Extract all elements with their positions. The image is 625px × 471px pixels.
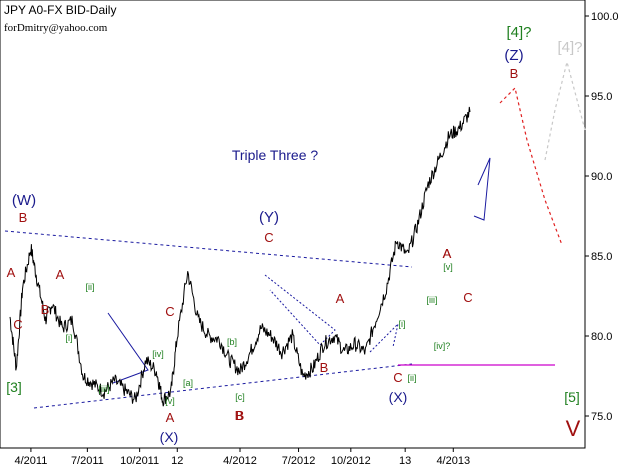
wave-letter-label: A <box>443 246 452 261</box>
wave-letter-label: C <box>463 290 472 305</box>
x-tick-label: 4/2012 <box>223 455 257 466</box>
x-tick-label: 10/2011 <box>120 455 159 466</box>
x-tick-label: 4/2013 <box>436 455 470 466</box>
wave-letter-label: B <box>235 408 244 423</box>
forecast-red-path <box>499 86 563 246</box>
annotation-triple-three: Triple Three ? <box>232 147 319 163</box>
subwave-label: [ii] <box>408 373 417 383</box>
y-tick-label: 90.0 <box>591 171 612 183</box>
wave-label-4: [4]? <box>506 24 531 41</box>
wave-letter-label: B <box>19 210 28 225</box>
wave-letter-label: A <box>56 267 65 282</box>
upper-trendline <box>4 230 413 268</box>
wave-letter-label: A <box>166 410 175 425</box>
forecast-gray-path <box>544 61 586 161</box>
x-tick-label: 13 <box>399 455 411 466</box>
wave-letter-label: A <box>336 291 345 306</box>
wave-label-x: (X) <box>389 389 408 405</box>
wave-label-v: V <box>566 416 581 441</box>
wave-label-4-alt: [4]? <box>557 39 582 56</box>
subwave-label: [iii] <box>427 295 438 305</box>
wave-label-x: (X) <box>160 429 179 445</box>
plot-border <box>0 0 586 449</box>
y-tick-label: 85.0 <box>591 251 612 263</box>
wave-letter-label: B <box>510 66 519 81</box>
subwave-label: [v] <box>165 396 175 406</box>
y-tick-label: 80.0 <box>591 331 612 343</box>
price-series-line <box>9 106 471 407</box>
y-tick-label: 75.0 <box>591 411 612 423</box>
subwave-label: [iv]? <box>434 341 451 351</box>
wave-label-w: (W) <box>12 192 36 209</box>
x-tick-label: 7/2012 <box>282 455 316 466</box>
triangle-overlay <box>369 322 399 353</box>
wave-letter-label: B <box>236 408 245 423</box>
x-tick-label: 12 <box>171 455 183 466</box>
wave-label-y: (Y) <box>259 209 279 226</box>
triangle-overlay <box>107 312 149 384</box>
wave-label-3: [3] <box>6 379 22 395</box>
subwave-label: [i] <box>65 333 72 343</box>
wave-label-z: (Z) <box>504 47 523 64</box>
subwave-label: [i] <box>398 319 405 329</box>
wave-letter-label: A <box>7 265 16 280</box>
wave-letter-label: B <box>41 302 50 317</box>
chart-title: JPY A0-FX BID-Daily <box>4 3 117 17</box>
channel-overlay <box>264 274 336 346</box>
subwave-label: [v] <box>443 262 453 272</box>
wave-letter-label: A <box>443 246 452 261</box>
subwave-label: [ii] <box>86 282 95 292</box>
subwave-label: [iv] <box>152 349 164 359</box>
wave-letter-label: B <box>320 360 329 375</box>
y-tick-label: 100.0 <box>591 11 619 23</box>
y-tick-label: 95.0 <box>591 91 612 103</box>
subwave-label: [b] <box>227 337 237 347</box>
wave-letter-label: C <box>13 317 22 332</box>
subwave-label: [c] <box>235 392 245 402</box>
lower-trendline <box>33 363 413 409</box>
wave-letter-label: C <box>165 304 174 319</box>
x-tick-label: 4/2011 <box>14 455 47 466</box>
x-tick-label: 7/2011 <box>71 455 104 466</box>
channel-overlay <box>473 157 491 221</box>
wave-letter-label: C <box>264 230 273 245</box>
wave-letter-label: C <box>393 370 402 385</box>
wave-label-5: [5] <box>564 389 580 405</box>
subwave-label: [iii] <box>99 384 110 394</box>
subwave-label: [a] <box>183 378 193 388</box>
x-tick-label: 10/2012 <box>331 455 371 466</box>
chart-credit: forDmitry@yahoo.com <box>4 22 108 34</box>
